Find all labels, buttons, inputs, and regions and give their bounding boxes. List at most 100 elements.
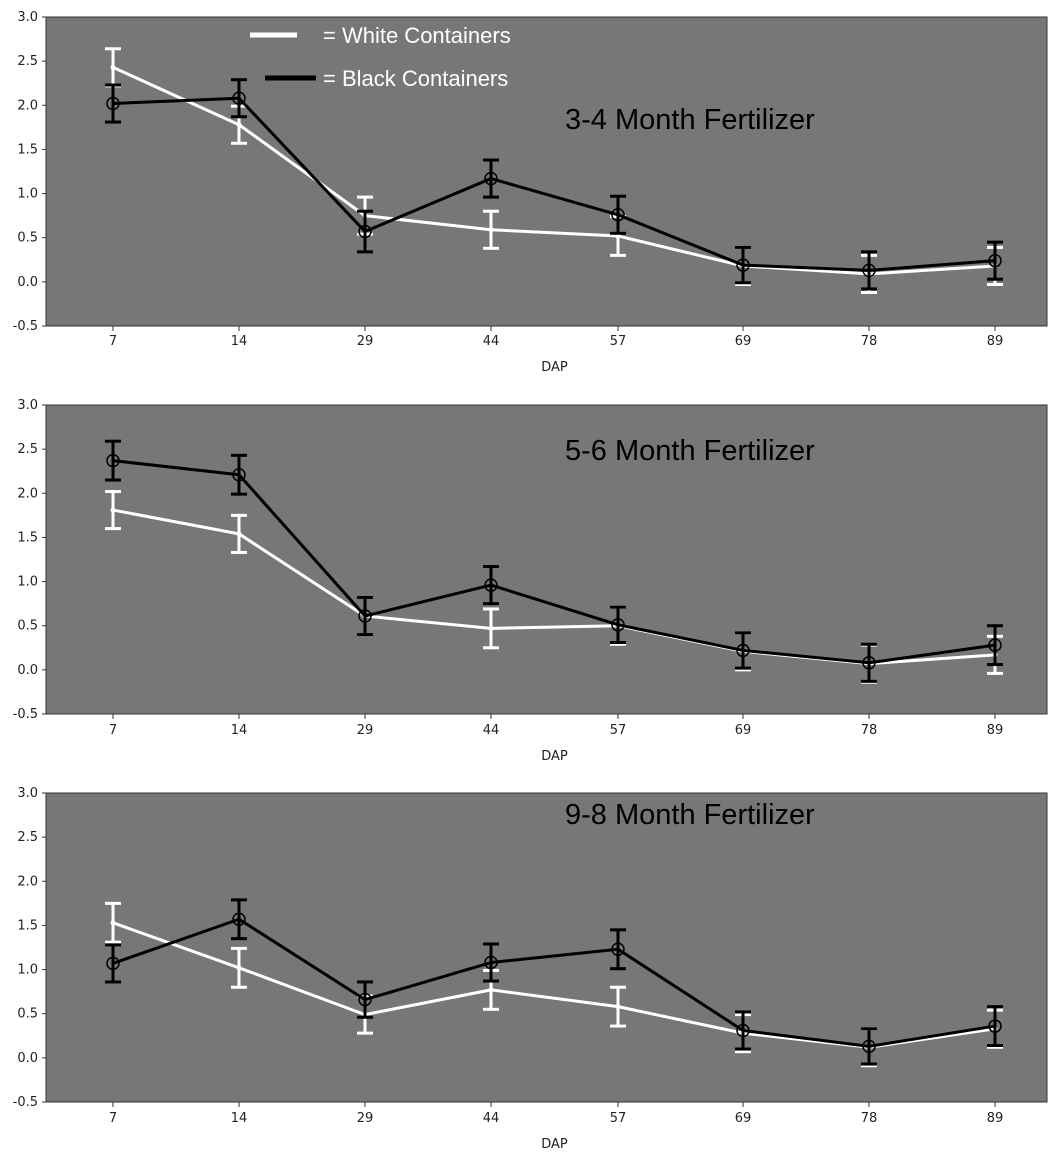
x-tick-label: 44	[483, 1111, 500, 1126]
data-point	[484, 955, 498, 970]
y-tick-label: 2.5	[17, 54, 38, 69]
x-tick-label: 14	[231, 334, 248, 349]
y-tick-label: 3.0	[17, 398, 38, 413]
data-point	[488, 625, 494, 631]
error-bar	[357, 595, 373, 637]
x-tick-label: 14	[231, 723, 248, 738]
data-point	[736, 643, 750, 658]
x-tick-label: 89	[987, 723, 1004, 738]
data-point	[488, 987, 494, 993]
data-point	[110, 920, 116, 926]
data-point	[988, 253, 1002, 268]
y-tick-label: -0.5	[13, 1095, 38, 1110]
error-bar	[105, 439, 121, 482]
data-point	[611, 618, 625, 632]
series-black-containers	[105, 439, 1003, 683]
data-point	[106, 96, 120, 111]
legend-label: = Black Containers	[323, 66, 508, 91]
x-tick-label: 89	[987, 334, 1004, 349]
error-bar	[610, 605, 626, 644]
y-tick-label: 2.0	[17, 486, 38, 501]
error-bar	[861, 1027, 877, 1066]
error-bar	[231, 78, 247, 119]
data-point	[232, 912, 246, 926]
chart-panel-1: -0.5 0.0 0.5 1.0 1.5 2.0 2.5 3.0 7 14 29 44 57 69 78 89…	[13, 10, 1048, 375]
data-point	[110, 64, 116, 70]
data-point	[488, 227, 494, 233]
error-bar	[357, 209, 373, 254]
y-tick-label: 1.5	[17, 918, 38, 933]
legend-label: = White Containers	[323, 23, 511, 48]
error-bar	[483, 158, 499, 199]
data-point	[736, 1023, 750, 1038]
error-bar	[735, 245, 751, 285]
y-tick-label: 0.5	[17, 619, 38, 634]
y-tick-label: 0.0	[17, 1051, 38, 1066]
x-tick-label: 7	[109, 334, 117, 349]
data-point	[862, 656, 876, 670]
x-tick-label: 89	[987, 1111, 1004, 1126]
error-bar	[861, 250, 877, 291]
chart-panel-2: -0.5 0.0 0.5 1.0 1.5 2.0 2.5 3.0 7 14 29 44 57 69 78 89…	[13, 398, 1048, 764]
data-point	[106, 956, 120, 971]
series-black-containers	[105, 898, 1003, 1066]
y-tick-label: 3.0	[17, 786, 38, 801]
x-tick-label: 29	[357, 1111, 374, 1126]
x-tick-label: 78	[861, 334, 878, 349]
x-tick-label: 29	[357, 723, 374, 738]
x-tick-label: 78	[861, 1111, 878, 1126]
x-axis-title: DAP	[541, 1137, 568, 1152]
data-point	[106, 453, 120, 468]
data-point	[236, 965, 242, 971]
error-bar	[231, 453, 247, 496]
x-tick-label: 7	[109, 723, 117, 738]
data-point	[232, 91, 246, 105]
y-tick-label: 3.0	[17, 10, 38, 25]
data-point	[358, 224, 372, 239]
y-tick-label: 1.5	[17, 530, 38, 545]
error-bar	[231, 898, 247, 941]
error-bar	[105, 943, 121, 984]
x-axis-title: DAP	[541, 360, 568, 375]
y-tick-label: 0.0	[17, 275, 38, 290]
panel-title: 9-8 Month Fertilizer	[565, 799, 815, 831]
data-point	[862, 1039, 876, 1054]
x-tick-label: 29	[357, 334, 374, 349]
error-bar	[735, 631, 751, 670]
error-bar	[987, 240, 1003, 281]
y-tick-label: 1.0	[17, 187, 38, 202]
x-tick-label: 57	[610, 723, 627, 738]
series-line	[112, 65, 996, 276]
plot-area	[45, 16, 1048, 327]
x-axis-title: DAP	[541, 749, 568, 764]
plot-area	[45, 792, 1048, 1103]
legend: = White Containers = Black Containers	[250, 23, 511, 91]
error-bar	[357, 980, 373, 1019]
data-point	[236, 531, 242, 537]
error-bar	[735, 1010, 751, 1051]
error-bar	[483, 565, 499, 606]
panel-title: 5-6 Month Fertilizer	[565, 435, 815, 467]
data-point	[988, 638, 1002, 652]
x-tick-label: 69	[735, 723, 752, 738]
error-bar	[861, 642, 877, 683]
y-tick-label: 2.5	[17, 830, 38, 845]
x-tick-label: 57	[610, 334, 627, 349]
y-tick-label: -0.5	[13, 319, 38, 334]
series-line	[112, 459, 996, 665]
y-tick-label: -0.5	[13, 707, 38, 722]
data-point	[110, 507, 116, 513]
data-point	[615, 1004, 621, 1010]
data-point	[484, 171, 498, 186]
x-tick-label: 14	[231, 1111, 248, 1126]
data-point	[988, 1019, 1002, 1033]
x-tick-label: 69	[735, 1111, 752, 1126]
x-tick-label: 69	[735, 334, 752, 349]
plot-area	[45, 404, 1048, 715]
data-point	[358, 992, 372, 1007]
x-tick-label: 7	[109, 1111, 117, 1126]
series-line	[112, 917, 996, 1048]
x-tick-label: 78	[861, 723, 878, 738]
data-point	[611, 208, 625, 222]
data-point	[862, 263, 876, 278]
